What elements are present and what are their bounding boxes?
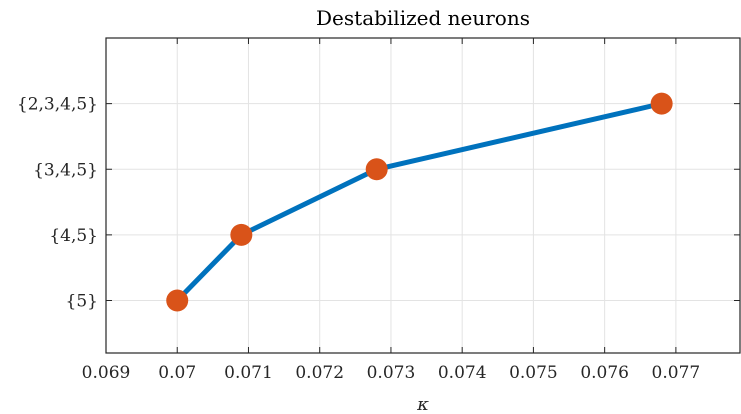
x-axis-ticks: 0.069 0.07 0.071 0.072 0.073 0.074 0.075 0.076 0…: [82, 38, 701, 383]
x-axis-label: κ: [416, 394, 429, 414]
x-tick-label: 0.071: [224, 363, 273, 383]
data-point: [365, 158, 388, 181]
chart-title: Destabilized neurons: [316, 6, 530, 30]
x-tick-label: 0.075: [509, 363, 558, 383]
series-line: [174, 101, 665, 303]
data-point: [166, 289, 189, 312]
y-tick-label: {4,5}: [49, 226, 98, 246]
x-tick-label: 0.076: [580, 363, 629, 383]
x-tick-label: 0.072: [295, 363, 344, 383]
x-tick-label: 0.07: [158, 363, 196, 383]
y-tick-label: {3,4,5}: [33, 160, 98, 180]
x-tick-label: 0.074: [438, 363, 487, 383]
data-point: [650, 92, 673, 115]
y-tick-label: {2,3,4,5}: [17, 95, 98, 115]
y-tick-label: {5}: [66, 292, 98, 312]
x-tick-label: 0.069: [82, 363, 131, 383]
x-tick-label: 0.073: [367, 363, 416, 383]
y-axis-ticks: {5} {4,5} {3,4,5} {2,3,4,5}: [17, 95, 740, 312]
series-layer: [166, 92, 673, 312]
axes-box: [105, 37, 741, 354]
data-point: [230, 223, 253, 246]
x-tick-label: 0.077: [652, 363, 701, 383]
grid: [105, 38, 740, 353]
